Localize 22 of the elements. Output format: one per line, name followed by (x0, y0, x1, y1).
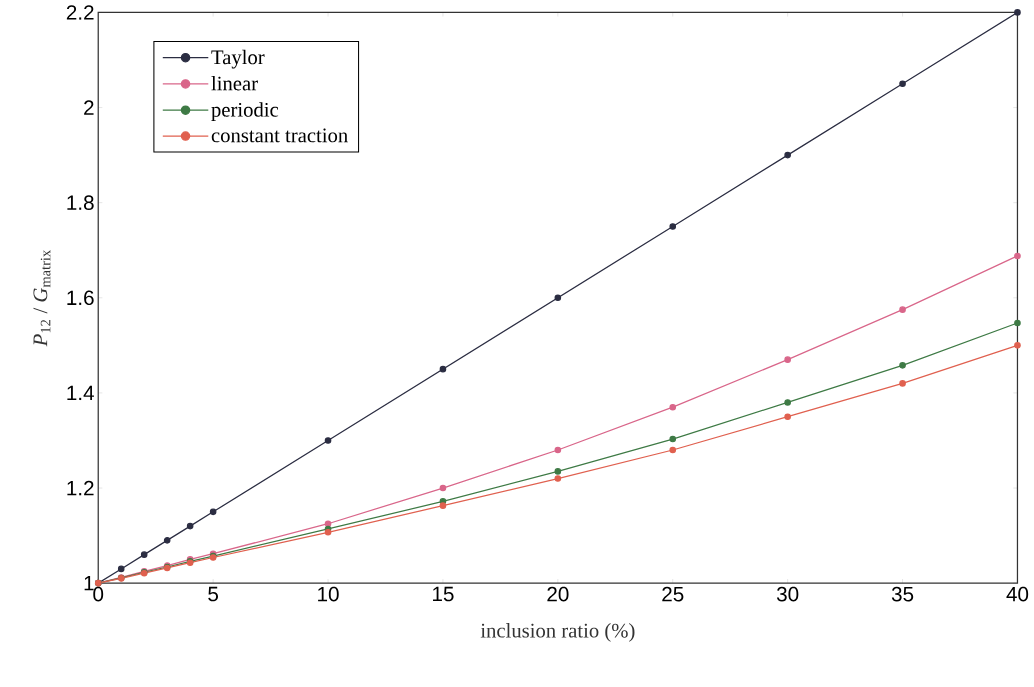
y-axis-title: P$_{12}$ / G$_{matrix}$ (33, 250, 51, 347)
y-tick-label: 1.4 (67, 386, 94, 401)
legend-label: periodic (211, 102, 279, 122)
x-tick-label: 5 (208, 587, 219, 602)
x-tick-label: 10 (318, 587, 339, 602)
y-tick-label: 1 (84, 576, 94, 591)
y-tick-label: 1.8 (67, 195, 94, 211)
y-tick-label: 2.2 (66, 5, 94, 20)
x-tick-label: 35 (891, 587, 914, 602)
x-tick-label: 40 (1006, 587, 1029, 602)
legend-label: Taylor (211, 49, 265, 69)
x-tick-label: 20 (547, 587, 569, 602)
x-tick-label: 30 (776, 587, 799, 602)
x-axis-title: inclusion ratio (%) (480, 623, 635, 642)
x-tick-label: 15 (433, 587, 454, 602)
legend-label: linear (211, 76, 258, 91)
x-tick-label: 0 (93, 587, 104, 602)
y-tick-label: 2 (84, 100, 94, 115)
y-tick-label: 1.2 (67, 481, 94, 496)
y-tick-label: 1.6 (67, 290, 94, 306)
legend-label: constant traction (211, 128, 348, 143)
x-tick-label: 25 (662, 587, 684, 602)
